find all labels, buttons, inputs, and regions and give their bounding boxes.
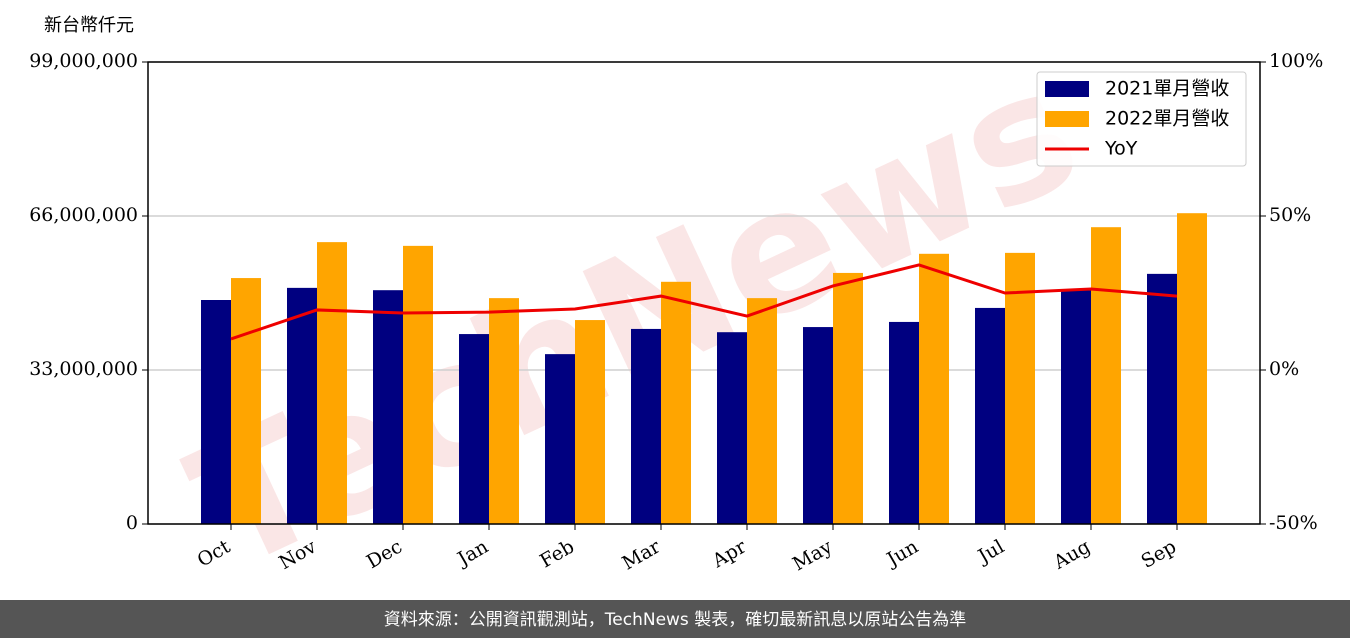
legend-swatch [1045, 111, 1089, 127]
y-tick-label: 0 [126, 512, 138, 534]
bar [231, 278, 261, 524]
y2-tick-label: -50% [1269, 512, 1318, 534]
legend-swatch [1045, 81, 1089, 97]
x-tick-label: Apr [708, 535, 751, 572]
x-tick-label: Mar [618, 535, 664, 574]
y2-tick-label: 0% [1269, 358, 1299, 380]
bar [317, 242, 347, 524]
bar [575, 320, 605, 524]
bar [489, 298, 519, 524]
x-tick-label: Jun [881, 536, 922, 572]
bar [833, 272, 863, 524]
footer-bar [0, 600, 1350, 638]
legend-label: 2021單月營收 [1105, 78, 1229, 100]
legend-label: YoY [1104, 138, 1138, 160]
bar [631, 328, 661, 524]
y-tick-label: 33,000,000 [29, 358, 138, 380]
y-axis-label: 新台幣仟元 [44, 15, 134, 36]
bar [889, 321, 919, 524]
x-tick-label: Feb [536, 536, 578, 573]
bar [1147, 273, 1177, 524]
bar [459, 334, 489, 524]
bar [201, 300, 231, 524]
bar [919, 253, 949, 525]
bar [717, 332, 747, 524]
x-tick-label: Jul [973, 536, 1008, 569]
yoy-line [230, 263, 1178, 341]
plot-frame [147, 61, 1261, 525]
x-tick-label: Jan [452, 536, 492, 572]
x-tick-label: Aug [1049, 536, 1094, 575]
bar [975, 307, 1005, 524]
y2-tick-label: 50% [1269, 204, 1311, 226]
y2-tick-label: 100% [1269, 50, 1323, 72]
bar [1091, 227, 1121, 524]
x-tick-label: May [789, 535, 836, 575]
x-tick-label: Sep [1137, 536, 1180, 573]
bar [1005, 252, 1035, 524]
y-tick-label: 66,000,000 [29, 204, 138, 226]
bar [747, 298, 777, 524]
bar [803, 327, 833, 524]
legend-box [1036, 71, 1247, 167]
source-note: 資料來源：公開資訊觀測站，TechNews 製表，確切最新訊息以原站公告為準 [384, 610, 966, 630]
y-tick-label: 99,000,000 [29, 50, 138, 72]
bar [1061, 290, 1091, 524]
legend-label: 2022單月營收 [1105, 108, 1229, 130]
bar [403, 245, 433, 524]
bar [661, 281, 691, 524]
bar [287, 287, 317, 524]
bar [545, 354, 575, 524]
bar [1177, 213, 1207, 524]
bar [373, 290, 403, 524]
